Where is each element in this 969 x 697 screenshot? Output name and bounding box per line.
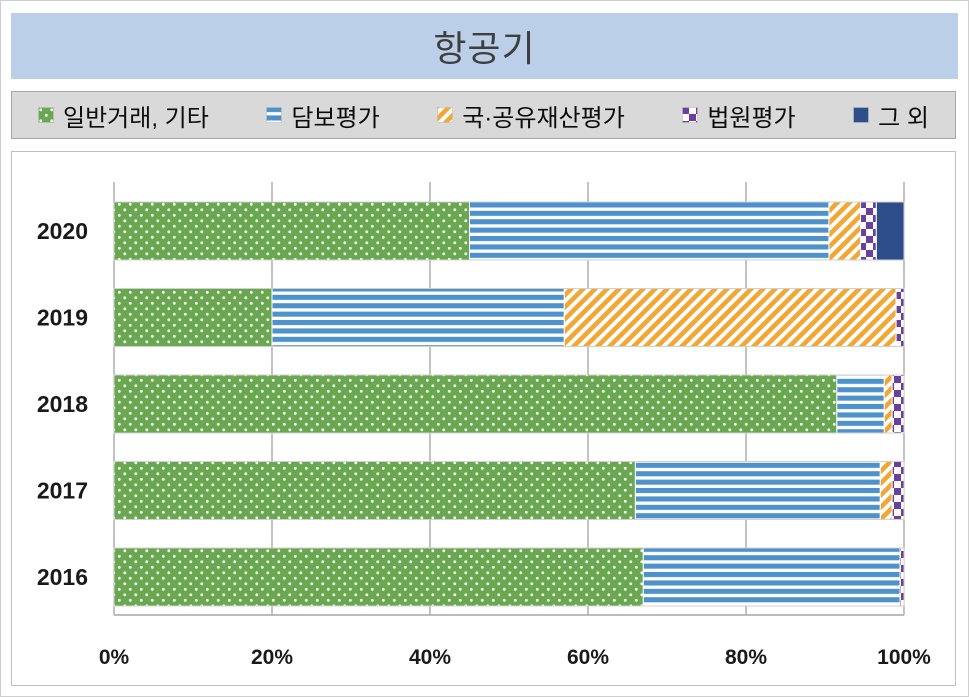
legend-label: 국·공유재산평가 bbox=[462, 104, 625, 132]
chart-plot-area: 2020 2019 2018 2017 2016 0% 20% 40% 60% 80% 100% bbox=[11, 151, 956, 686]
bar-segment bbox=[828, 201, 862, 261]
legend-item: 그 외 bbox=[853, 98, 929, 133]
legend-label: 법원평가 bbox=[707, 104, 796, 132]
chart-title-band: 항공기 bbox=[11, 13, 958, 79]
bar-segment bbox=[895, 288, 905, 347]
purple-checker-swatch-icon bbox=[682, 107, 699, 123]
bar-segment bbox=[113, 201, 470, 261]
green-dots-swatch-icon bbox=[38, 107, 54, 123]
bar-segment bbox=[879, 461, 893, 520]
y-axis-label: 2020 bbox=[37, 218, 88, 244]
y-axis-label: 2016 bbox=[37, 564, 88, 590]
bar-segment bbox=[891, 461, 905, 520]
bar-segment bbox=[642, 547, 901, 607]
bar-segment bbox=[634, 461, 881, 520]
legend-item: 담보평가 bbox=[266, 98, 380, 133]
legend-label: 일반거래, 기타 bbox=[63, 104, 209, 132]
bar-segment bbox=[113, 288, 273, 347]
bar-segment bbox=[113, 461, 636, 520]
y-axis-label: 2018 bbox=[37, 391, 88, 417]
legend-item: 법원평가 bbox=[682, 98, 796, 133]
chart-legend: 일반거래, 기타 담보평가 국·공유재산평가 법원평가 그 외 bbox=[11, 91, 956, 139]
bar-row-2018 bbox=[113, 374, 905, 434]
blue-hstripes-swatch-icon bbox=[266, 107, 283, 123]
bar-segment bbox=[860, 201, 877, 261]
bar-segment bbox=[891, 374, 905, 434]
x-axis-tick-label: 60% bbox=[567, 646, 609, 669]
bar-row-2019 bbox=[113, 288, 905, 347]
yellow-diag-swatch-icon bbox=[437, 107, 454, 123]
legend-item: 일반거래, 기타 bbox=[38, 98, 209, 133]
bar-segment bbox=[875, 201, 905, 261]
bar-segment bbox=[899, 547, 905, 607]
bar-row-2016 bbox=[113, 547, 905, 607]
bar-segment bbox=[883, 374, 893, 434]
legend-label: 담보평가 bbox=[291, 104, 380, 132]
y-axis-label: 2017 bbox=[37, 478, 88, 504]
y-axis-label: 2019 bbox=[37, 305, 88, 331]
x-axis-tick-label: 100% bbox=[877, 646, 931, 669]
bar-segment bbox=[113, 374, 838, 434]
legend-item: 국·공유재산평가 bbox=[437, 98, 625, 133]
bar-segment bbox=[271, 288, 565, 347]
legend-label: 그 외 bbox=[878, 104, 929, 132]
navy-solid-swatch-icon bbox=[853, 107, 869, 123]
bar-segment bbox=[469, 201, 830, 261]
x-axis-tick-label: 40% bbox=[409, 646, 451, 669]
bar-segment bbox=[563, 288, 897, 347]
bar-segment bbox=[836, 374, 885, 434]
x-axis-tick-label: 20% bbox=[251, 646, 293, 669]
x-axis-tick-label: 80% bbox=[725, 646, 767, 669]
bar-segment bbox=[113, 547, 644, 607]
stacked-bar-chart: 2020 2019 2018 2017 2016 0% 20% 40% 60% 80% 100% bbox=[37, 182, 931, 669]
bar-row-2020 bbox=[113, 201, 905, 261]
x-axis-tick-label: 0% bbox=[99, 646, 130, 669]
chart-title: 항공기 bbox=[433, 28, 536, 69]
bar-row-2017 bbox=[113, 461, 905, 520]
